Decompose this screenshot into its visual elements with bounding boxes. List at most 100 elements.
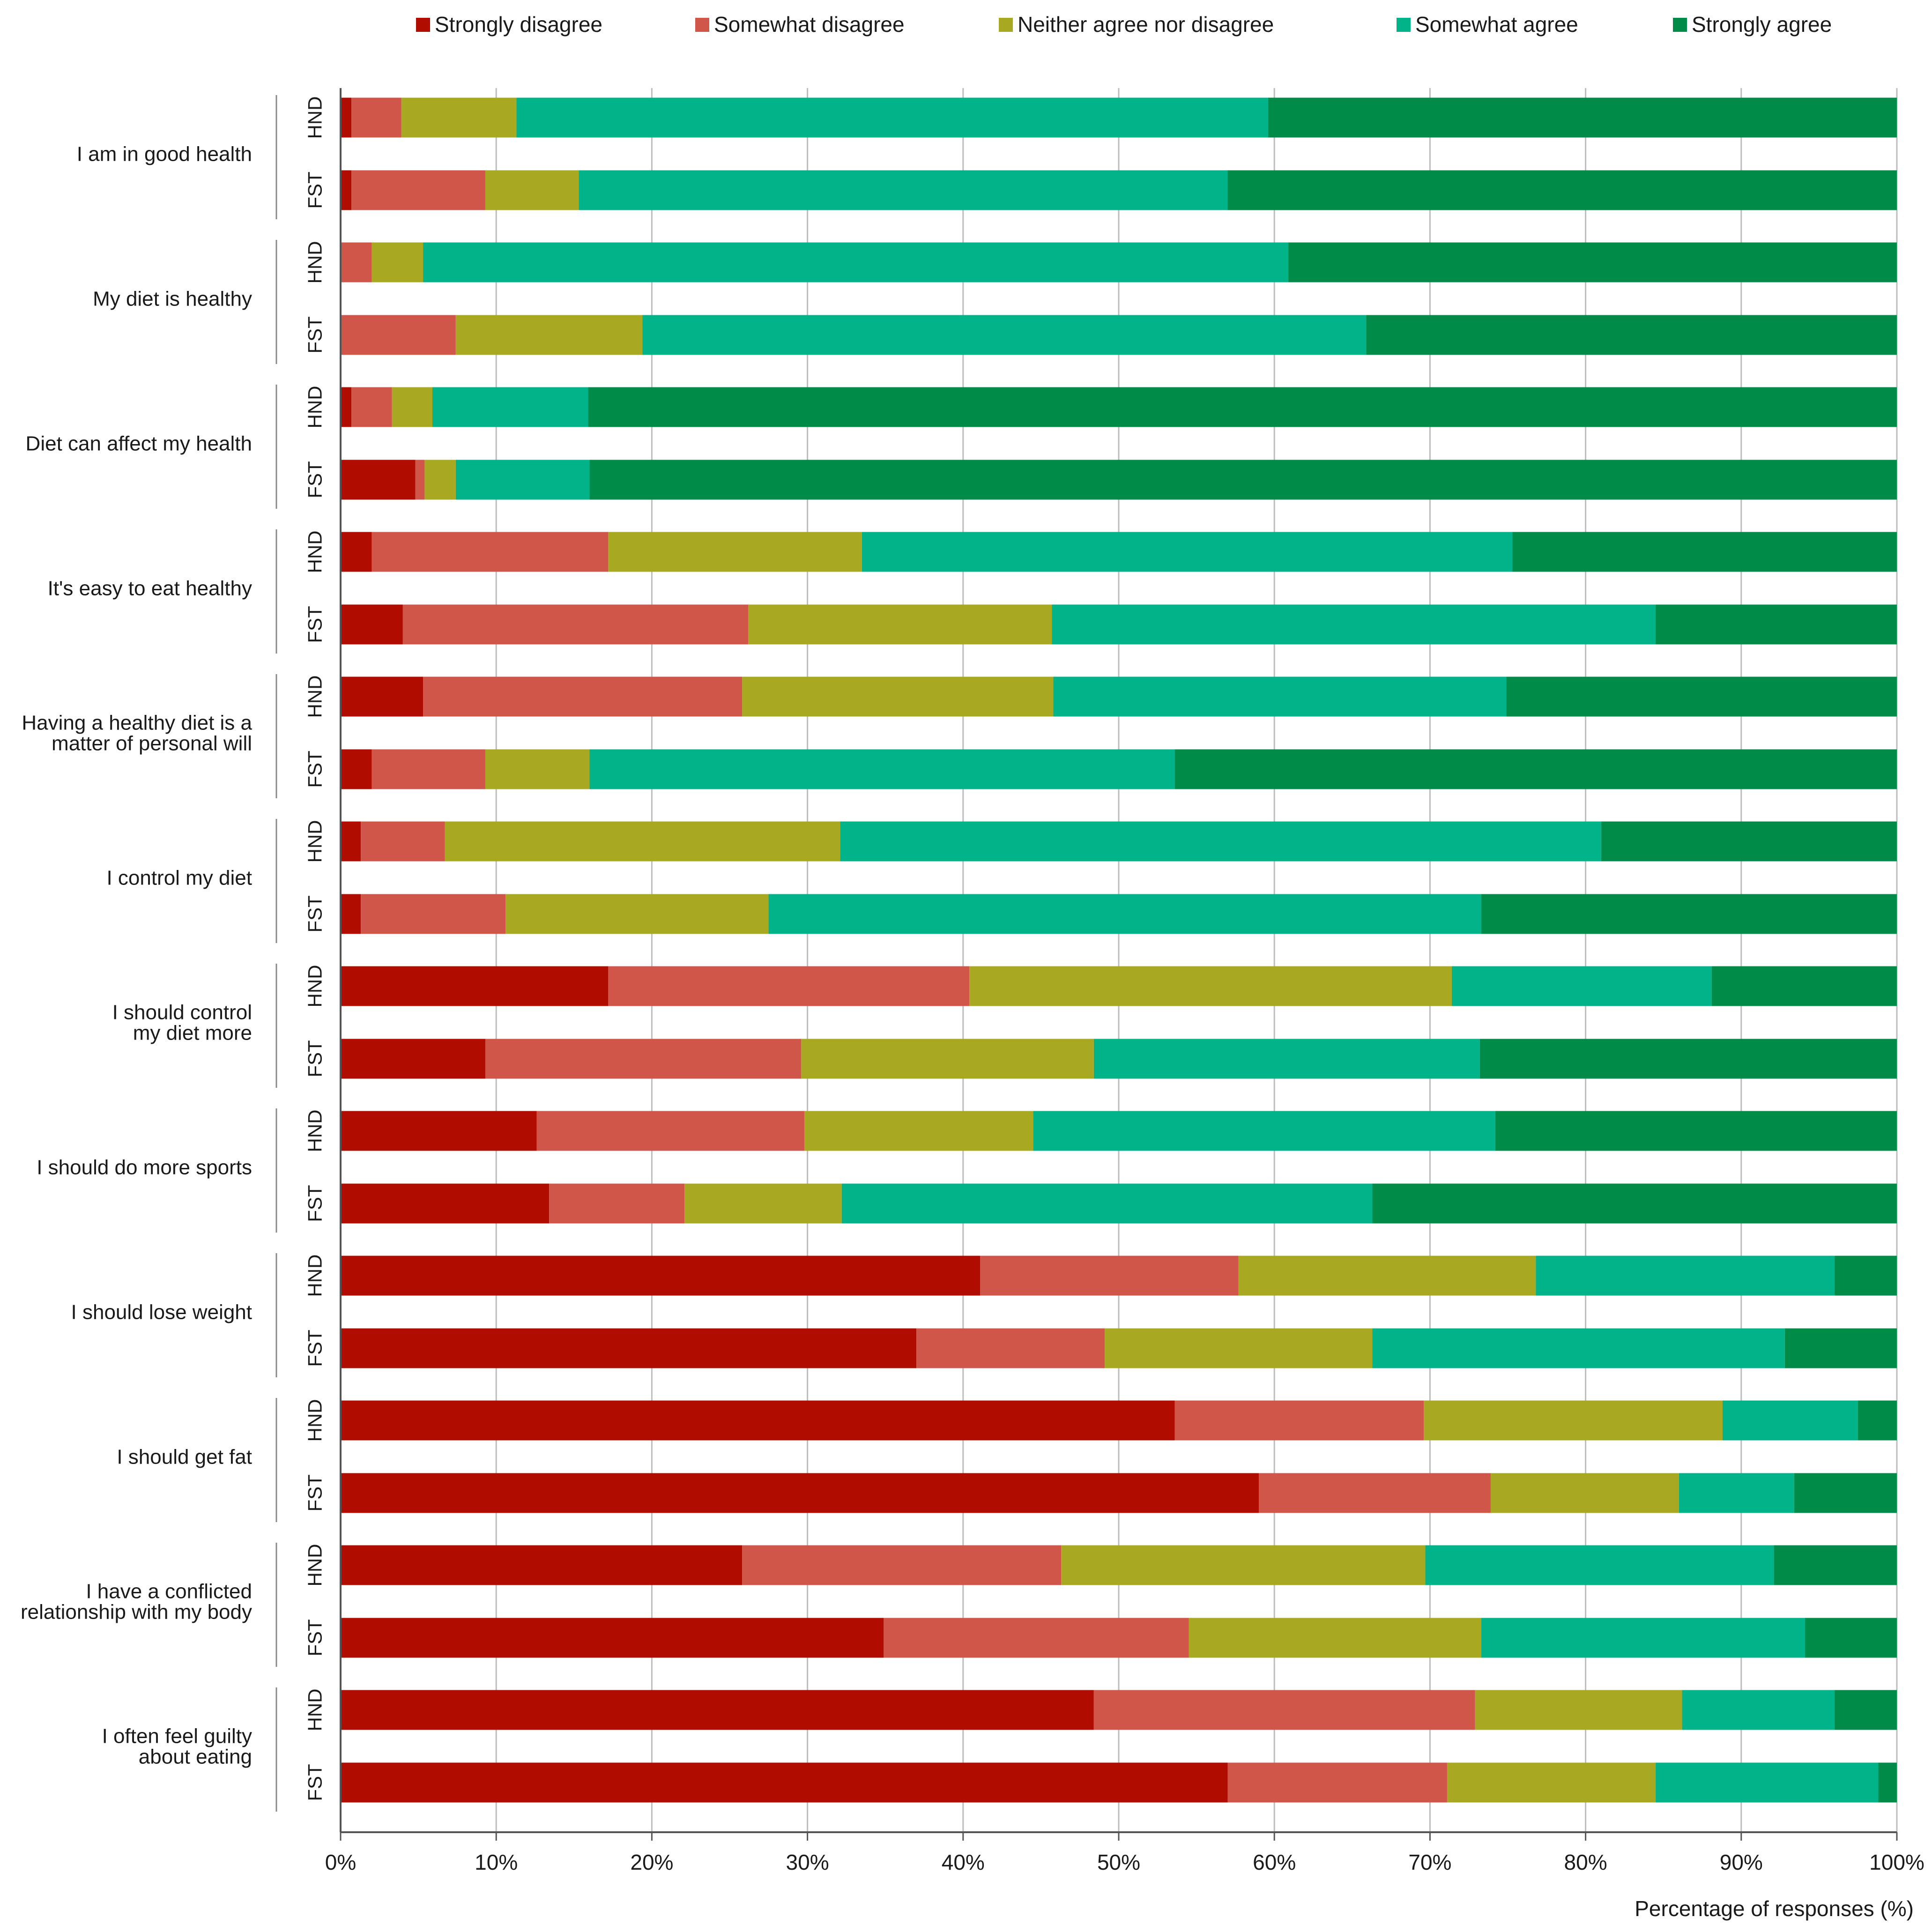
bar-segment	[341, 1111, 537, 1151]
bar-segment	[341, 387, 352, 427]
bar-segment	[1174, 1400, 1424, 1441]
bar-segment	[748, 604, 1052, 645]
bar-segment	[1366, 315, 1897, 355]
bar-segment	[1878, 1762, 1897, 1803]
bar-segment	[341, 821, 361, 862]
x-axis: 0% 10% 20% 30% 40% 50% 60% 70% 80% 90% 100%	[325, 88, 1925, 1874]
question-label: I should control	[112, 1001, 252, 1024]
bar-segment	[1372, 1328, 1785, 1368]
gridlines	[340, 88, 1898, 1832]
legend-swatch	[1397, 18, 1411, 32]
group-label: FST	[304, 1040, 326, 1077]
legend-swatch	[1673, 18, 1687, 32]
group-label: HND	[304, 386, 326, 429]
bar-segment	[579, 170, 1228, 210]
bar-segment	[1679, 1473, 1794, 1513]
question-label: matter of personal will	[52, 732, 252, 755]
bar-segment	[401, 97, 517, 138]
bar-segment	[341, 532, 372, 572]
bar-segment	[1288, 242, 1897, 282]
bar-segment	[801, 1039, 1094, 1079]
x-tick-label: 70%	[1408, 1850, 1451, 1874]
legend-label: Strongly disagree	[435, 12, 602, 37]
bar-segment	[361, 821, 445, 862]
bar-segment	[445, 821, 840, 862]
group-label: FST	[304, 461, 326, 498]
question-label: I have a conflicted	[86, 1580, 252, 1603]
group-label: HND	[304, 1255, 326, 1297]
bar-segment	[341, 1762, 1228, 1803]
bar-segment	[884, 1618, 1189, 1658]
legend-label: Neither agree nor disagree	[1018, 12, 1274, 37]
bar-segment	[341, 460, 416, 500]
x-tick-label: 100%	[1869, 1850, 1925, 1874]
bar-segment	[1061, 1545, 1426, 1585]
group-label: HND	[304, 1399, 326, 1442]
bar-segment	[684, 1183, 842, 1224]
group-label: FST	[304, 751, 326, 788]
bar-segment	[1479, 1039, 1897, 1079]
bar-segment	[804, 1111, 1033, 1151]
x-tick-label: 20%	[630, 1850, 673, 1874]
bar-segment	[505, 894, 769, 934]
bar-segment	[1805, 1618, 1897, 1658]
group-label: FST	[304, 1330, 326, 1367]
bar-segment	[341, 1256, 981, 1296]
bar-segment	[341, 1400, 1175, 1441]
bar-segment	[1093, 1039, 1480, 1079]
legend-swatch	[695, 18, 709, 32]
bar-segment	[423, 676, 743, 717]
bar-segment	[341, 315, 456, 355]
group-label: HND	[304, 1544, 326, 1587]
x-axis-title: Percentage of responses (%)	[1635, 1896, 1914, 1921]
bar-segment	[1238, 1256, 1536, 1296]
bar-segment	[341, 1039, 485, 1079]
bar-segment	[1601, 821, 1897, 862]
group-label: HND	[304, 676, 326, 718]
bar-segment	[1447, 1762, 1656, 1803]
group-label: FST	[304, 1185, 326, 1222]
bar-segment	[341, 1618, 884, 1658]
bar-segment	[424, 460, 456, 500]
bar-segment	[588, 387, 1897, 427]
bar-segment	[392, 387, 432, 427]
bar-segment	[1189, 1618, 1482, 1658]
bar-segment	[1227, 1762, 1447, 1803]
bar-segment	[1495, 1111, 1897, 1151]
bar-segment	[485, 1039, 802, 1079]
bar-segment	[1784, 1328, 1897, 1368]
group-label: HND	[304, 820, 326, 863]
question-label: my diet more	[133, 1022, 252, 1045]
legend: Strongly disagree Somewhat disagree Neithe…	[416, 12, 1832, 37]
group-label: FST	[304, 1619, 326, 1656]
group-label: FST	[304, 606, 326, 643]
bar-segment	[840, 821, 1601, 862]
x-tick-label: 30%	[786, 1850, 829, 1874]
bar-segment	[862, 532, 1513, 572]
bar-segment	[742, 1545, 1062, 1585]
group-label: FST	[304, 895, 326, 932]
x-tick-label: 40%	[942, 1850, 985, 1874]
group-label: HND	[304, 1110, 326, 1152]
bar-segment	[1481, 1618, 1806, 1658]
x-tick-label: 50%	[1097, 1850, 1140, 1874]
bar-segment	[1372, 1183, 1897, 1224]
bar-segment	[980, 1256, 1239, 1296]
bar-segment	[415, 460, 425, 500]
group-label: FST	[304, 171, 326, 208]
group-label: HND	[304, 241, 326, 284]
bar-segment	[1227, 170, 1897, 210]
question-label: relationship with my body	[21, 1601, 252, 1624]
bar-segment	[1093, 1690, 1475, 1730]
bar-segment	[1052, 604, 1656, 645]
bar-segment	[341, 97, 352, 138]
question-label: about eating	[139, 1746, 252, 1769]
bar-segment	[1105, 1328, 1373, 1368]
bars	[341, 97, 1897, 1803]
x-tick-label: 60%	[1253, 1850, 1296, 1874]
bar-segment	[341, 242, 372, 282]
x-tick-label: 90%	[1720, 1850, 1763, 1874]
bar-segment	[341, 676, 424, 717]
bar-segment	[455, 460, 590, 500]
